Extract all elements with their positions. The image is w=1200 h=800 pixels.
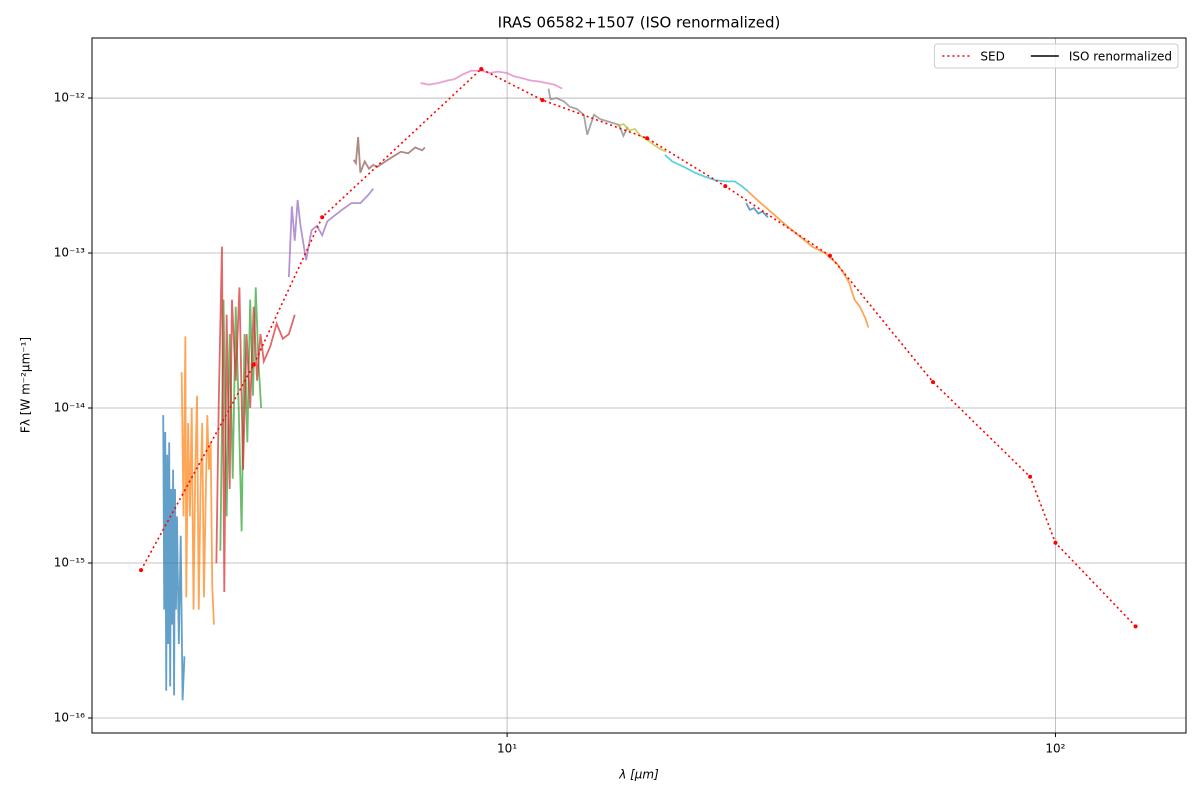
grid	[92, 38, 1186, 733]
series-marker	[1133, 624, 1138, 629]
spectrum-line	[215, 246, 296, 592]
series-marker	[139, 568, 144, 573]
x-tick-label: 10¹	[497, 742, 517, 756]
x-tick-label: 10²	[1045, 742, 1065, 756]
legend: SED ISO renormalized	[933, 43, 1179, 69]
spectrum-line	[745, 202, 769, 218]
legend-item: SED	[942, 50, 1005, 64]
y-tick-label: 10⁻¹⁵	[54, 555, 85, 569]
legend-label: SED	[980, 50, 1004, 64]
series-marker	[1053, 540, 1058, 545]
series-marker	[723, 184, 728, 189]
y-tick-label: 10⁻¹⁶	[54, 710, 85, 724]
y-tick-label: 10⁻¹⁴	[54, 401, 85, 415]
series-line	[140, 68, 1137, 627]
y-axis-label: Fλ [W m⁻²μm⁻¹]	[19, 337, 33, 433]
legend-item: ISO renormalized	[1030, 50, 1172, 64]
y-tick-label: 10⁻¹²	[54, 91, 85, 105]
series-marker	[827, 253, 832, 258]
series-marker	[1028, 474, 1033, 479]
series-marker	[320, 215, 325, 220]
y-tick-label: 10⁻¹³	[54, 246, 85, 260]
series-marker	[251, 362, 256, 367]
spectrum-line	[664, 154, 749, 193]
spectrum-line	[547, 88, 629, 139]
plot-area	[139, 66, 1138, 701]
series-marker	[931, 380, 936, 385]
series-marker	[540, 98, 545, 103]
x-axis-label: λ [μm]	[618, 768, 659, 782]
series-marker	[645, 136, 650, 141]
spectrum-line	[420, 69, 563, 90]
spectrum-line	[747, 190, 870, 328]
spectrum-line	[287, 188, 374, 278]
plot-frame	[91, 37, 1187, 734]
spectrum-line	[180, 336, 215, 625]
legend-label: ISO renormalized	[1069, 50, 1172, 64]
chart-title: IRAS 06582+1507 (ISO renormalized)	[498, 14, 781, 32]
series-marker	[479, 66, 484, 71]
spectrum-line	[162, 415, 186, 701]
spectrum-line	[617, 122, 667, 153]
